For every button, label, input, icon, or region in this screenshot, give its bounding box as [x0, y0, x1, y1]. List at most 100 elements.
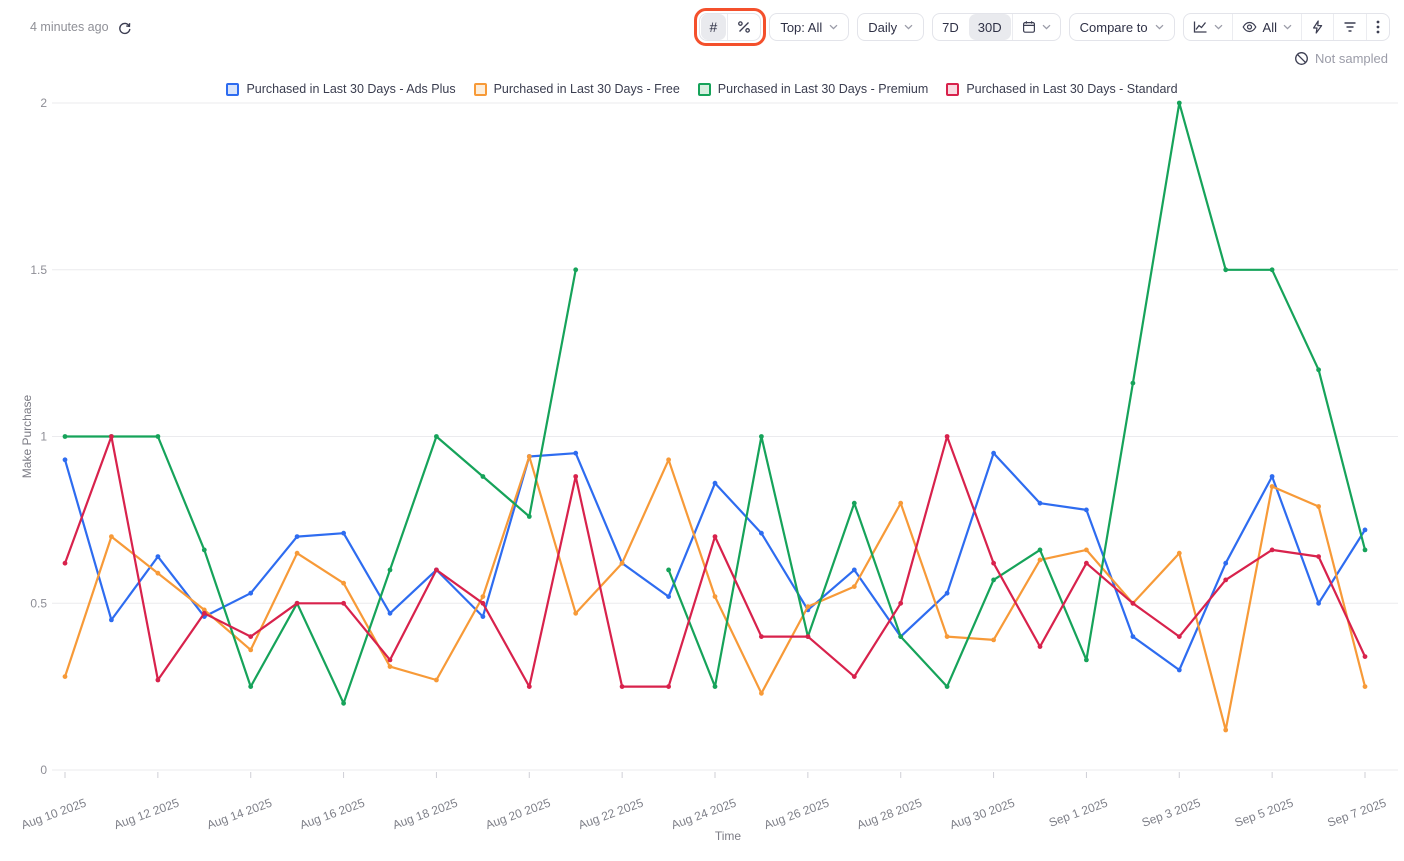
- data-point[interactable]: [851, 567, 857, 573]
- data-point[interactable]: [248, 634, 254, 639]
- data-point[interactable]: [1037, 500, 1043, 506]
- data-point[interactable]: [1362, 547, 1368, 553]
- data-point[interactable]: [1037, 644, 1043, 649]
- data-point[interactable]: [62, 674, 68, 679]
- data-point[interactable]: [341, 600, 346, 606]
- data-point[interactable]: [1176, 634, 1182, 639]
- data-point[interactable]: [1362, 654, 1368, 659]
- data-point[interactable]: [248, 684, 254, 689]
- more-options-button[interactable]: [1366, 14, 1389, 40]
- legend-item[interactable]: Purchased in Last 30 Days - Standard: [946, 82, 1178, 96]
- data-point[interactable]: [1269, 267, 1275, 273]
- data-point[interactable]: [944, 434, 950, 439]
- data-point[interactable]: [1084, 547, 1089, 553]
- data-point[interactable]: [805, 604, 811, 609]
- filter-button[interactable]: [1333, 14, 1366, 40]
- data-point[interactable]: [341, 580, 346, 586]
- data-point[interactable]: [201, 547, 207, 553]
- data-point[interactable]: [201, 607, 207, 613]
- data-point[interactable]: [341, 530, 346, 536]
- data-point[interactable]: [712, 480, 718, 486]
- data-point[interactable]: [666, 684, 671, 689]
- data-point[interactable]: [851, 584, 857, 589]
- refresh-button[interactable]: [117, 20, 132, 35]
- data-point[interactable]: [619, 560, 625, 566]
- series-Purchased in Last 30 Days - Standard[interactable]: [62, 434, 1368, 689]
- data-point[interactable]: [109, 434, 114, 439]
- data-point[interactable]: [1176, 100, 1182, 106]
- data-point[interactable]: [387, 657, 393, 663]
- data-point[interactable]: [480, 614, 486, 619]
- data-point[interactable]: [573, 450, 579, 456]
- legend-item[interactable]: Purchased in Last 30 Days - Free: [473, 82, 680, 96]
- chart-canvas[interactable]: 0 0.5 1 1.5 2 Aug 10 2025 Aug 12 2025 Aug 14 20…: [0, 66, 1404, 858]
- data-point[interactable]: [666, 457, 671, 463]
- data-point[interactable]: [1130, 600, 1136, 606]
- data-point[interactable]: [480, 600, 486, 606]
- quick-insights-button[interactable]: [1301, 14, 1333, 40]
- data-point[interactable]: [155, 677, 161, 683]
- data-point[interactable]: [898, 600, 904, 606]
- data-point[interactable]: [898, 634, 904, 639]
- data-point[interactable]: [991, 560, 996, 566]
- data-point[interactable]: [62, 560, 68, 566]
- count-mode-button[interactable]: #: [700, 14, 727, 40]
- legend-item[interactable]: Purchased in Last 30 Days - Ads Plus: [226, 82, 456, 96]
- data-point[interactable]: [1037, 557, 1043, 563]
- data-point[interactable]: [1084, 657, 1089, 663]
- data-point[interactable]: [1269, 547, 1275, 553]
- data-point[interactable]: [1037, 547, 1043, 553]
- data-point[interactable]: [805, 634, 811, 639]
- data-point[interactable]: [1362, 684, 1368, 689]
- data-point[interactable]: [666, 567, 671, 573]
- data-point[interactable]: [573, 610, 579, 616]
- data-point[interactable]: [62, 434, 68, 439]
- data-point[interactable]: [1130, 380, 1136, 386]
- data-point[interactable]: [712, 534, 718, 539]
- data-point[interactable]: [991, 637, 996, 643]
- custom-date-button[interactable]: [1011, 14, 1060, 40]
- data-point[interactable]: [201, 610, 207, 616]
- data-point[interactable]: [666, 594, 671, 599]
- legend-item[interactable]: Purchased in Last 30 Days - Premium: [697, 82, 928, 96]
- data-point[interactable]: [573, 267, 579, 273]
- data-point[interactable]: [155, 570, 161, 576]
- data-point[interactable]: [851, 674, 857, 679]
- data-point[interactable]: [1316, 554, 1321, 559]
- data-point[interactable]: [712, 594, 718, 599]
- data-point[interactable]: [387, 664, 393, 669]
- data-point[interactable]: [759, 634, 764, 639]
- data-point[interactable]: [1176, 667, 1182, 673]
- data-point[interactable]: [1223, 560, 1229, 566]
- compare-to-dropdown[interactable]: Compare to: [1068, 13, 1175, 41]
- data-point[interactable]: [1130, 634, 1136, 639]
- data-point[interactable]: [1176, 550, 1182, 556]
- data-point[interactable]: [109, 617, 114, 623]
- data-point[interactable]: [1223, 267, 1229, 273]
- data-point[interactable]: [294, 534, 300, 539]
- data-point[interactable]: [341, 700, 346, 706]
- data-point[interactable]: [573, 474, 579, 479]
- data-point[interactable]: [851, 500, 857, 506]
- data-point[interactable]: [155, 554, 161, 559]
- data-point[interactable]: [619, 684, 625, 689]
- data-point[interactable]: [480, 594, 486, 599]
- series-Purchased in Last 30 Days - Premium[interactable]: [62, 100, 1368, 706]
- data-point[interactable]: [1269, 474, 1275, 479]
- data-point[interactable]: [109, 534, 114, 539]
- data-point[interactable]: [1316, 367, 1321, 373]
- range-7d-button[interactable]: 7D: [933, 14, 968, 40]
- data-point[interactable]: [434, 567, 439, 573]
- interval-dropdown[interactable]: Daily: [857, 13, 925, 41]
- data-point[interactable]: [294, 550, 300, 556]
- data-point[interactable]: [1084, 560, 1089, 566]
- data-point[interactable]: [1316, 600, 1321, 606]
- data-point[interactable]: [434, 434, 439, 439]
- data-point[interactable]: [526, 684, 532, 689]
- data-point[interactable]: [62, 457, 68, 463]
- data-point[interactable]: [526, 454, 532, 459]
- data-point[interactable]: [1362, 527, 1368, 533]
- data-point[interactable]: [944, 684, 950, 689]
- data-point[interactable]: [248, 647, 254, 653]
- data-point[interactable]: [898, 500, 904, 506]
